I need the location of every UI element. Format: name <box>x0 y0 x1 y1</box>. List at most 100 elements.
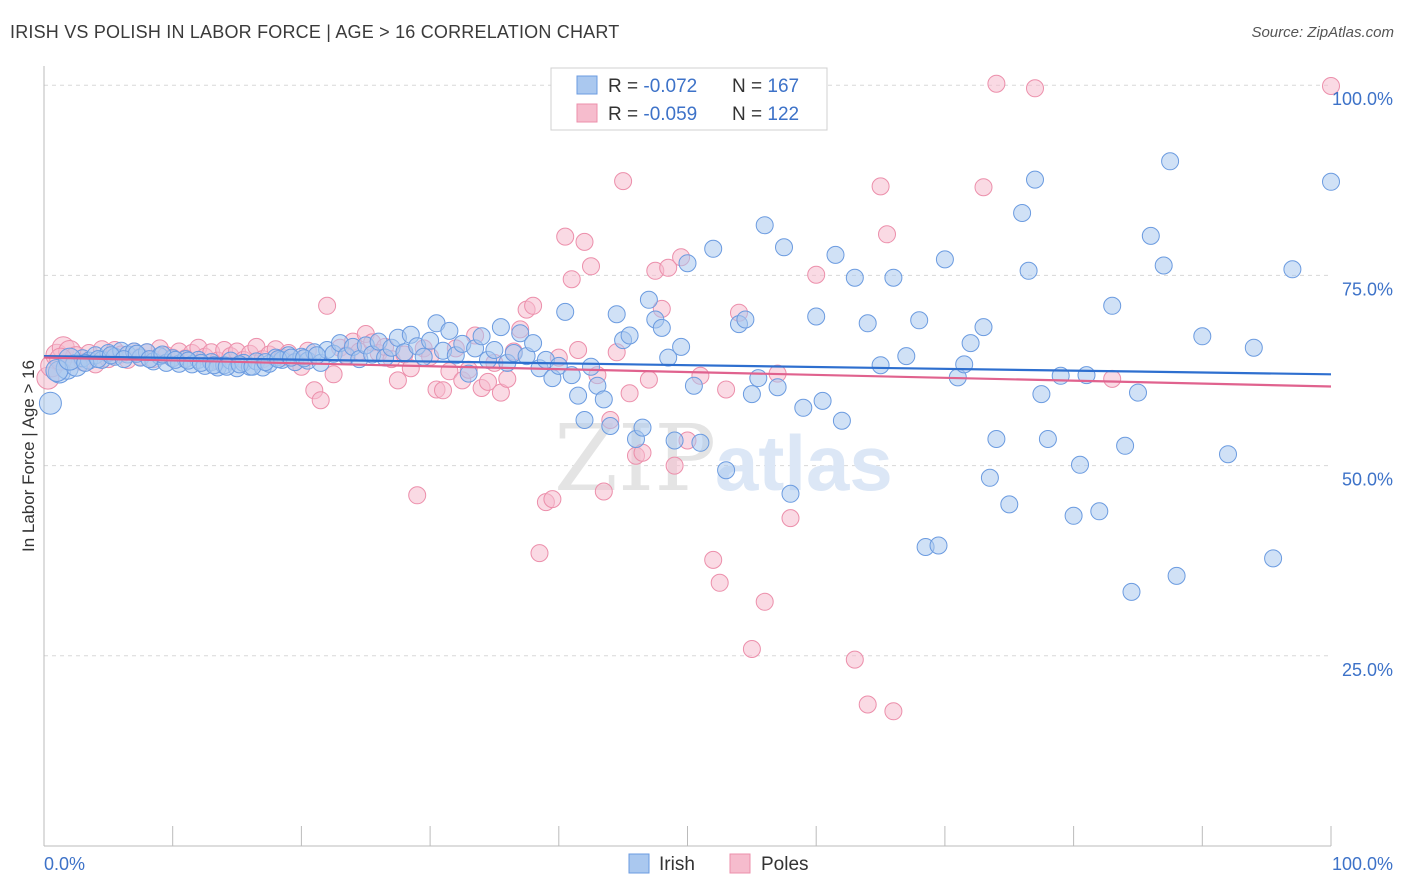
data-point-irish <box>987 430 1006 448</box>
data-point-irish <box>524 334 543 353</box>
data-point-irish <box>472 327 491 346</box>
y-axis-label: In Labor Force | Age > 16 <box>19 360 38 552</box>
data-point-irish <box>639 290 658 309</box>
svg-text:N = 122: N = 122 <box>732 104 799 125</box>
data-point-irish <box>1000 495 1019 514</box>
data-point-irish <box>742 385 761 404</box>
data-point-irish <box>678 254 697 273</box>
data-point-poles <box>524 296 543 315</box>
data-point-irish <box>1244 338 1263 357</box>
data-point-irish <box>755 216 774 235</box>
data-point-poles <box>717 380 736 399</box>
data-point-poles <box>434 381 452 400</box>
trend-line-irish <box>43 354 1332 376</box>
data-point-irish <box>582 357 600 376</box>
data-point-irish <box>511 324 530 343</box>
x-tick-label: 0.0% <box>44 854 85 874</box>
data-point-poles <box>620 384 639 403</box>
legend-swatch-poles <box>576 103 598 123</box>
data-point-irish <box>1122 582 1141 601</box>
data-point-irish <box>1193 327 1212 346</box>
data-point-poles <box>845 650 864 669</box>
series-irish <box>38 152 1340 601</box>
data-point-irish <box>556 302 575 321</box>
data-point-irish <box>1154 256 1173 275</box>
data-point-poles <box>401 359 420 378</box>
data-point-poles <box>974 178 993 197</box>
data-point-irish <box>768 378 787 397</box>
data-point-poles <box>530 544 549 563</box>
data-point-irish <box>562 366 581 385</box>
trend-lines <box>43 354 1332 388</box>
data-point-irish <box>871 356 890 375</box>
chart-title: IRISH VS POLISH IN LABOR FORCE | AGE > 1… <box>10 22 620 42</box>
data-point-irish <box>832 411 851 430</box>
data-point-irish <box>794 398 813 417</box>
data-point-poles <box>575 232 594 251</box>
data-point-irish <box>1013 204 1032 222</box>
data-point-irish <box>826 245 845 264</box>
y-tick-label: 50.0% <box>1342 470 1393 490</box>
data-point-poles <box>408 486 427 505</box>
legend-poles-r-value: -0.059 <box>643 104 697 125</box>
legend-bottom-swatch-poles <box>729 853 751 874</box>
source-label: Source: ZipAtlas.com <box>1251 24 1394 41</box>
data-point-irish <box>307 346 326 365</box>
y-tick-labels: 25.0% 50.0% 75.0% 100.0% <box>1332 89 1393 680</box>
legend-irish-n-value: 167 <box>767 76 799 97</box>
legend-bottom: Irish Poles <box>628 853 809 875</box>
data-point-irish <box>607 305 626 324</box>
data-point-irish <box>929 536 948 555</box>
legend-irish-r-label: R = <box>608 76 643 97</box>
data-point-irish <box>485 341 504 359</box>
data-point-irish <box>459 364 478 383</box>
data-point-poles <box>388 371 407 390</box>
data-point-irish <box>781 484 800 503</box>
legend-poles-r-label: R = <box>608 104 643 125</box>
trend-line-poles <box>43 356 1332 388</box>
data-point-irish <box>884 268 903 287</box>
data-point-irish <box>569 386 588 405</box>
data-point-irish <box>910 311 929 330</box>
data-point-poles <box>710 573 729 592</box>
data-point-poles <box>659 258 678 277</box>
data-point-poles <box>543 490 562 509</box>
data-point-poles <box>311 391 330 410</box>
data-point-irish <box>491 318 510 337</box>
axes <box>43 66 1332 847</box>
data-point-poles <box>884 702 903 721</box>
data-point-irish <box>807 307 826 326</box>
y-tick-label: 100.0% <box>1332 89 1393 109</box>
y-tick-label: 75.0% <box>1342 279 1393 299</box>
data-point-poles <box>755 592 774 611</box>
data-point-poles <box>614 172 633 191</box>
data-point-irish <box>421 331 440 350</box>
data-point-irish <box>1064 506 1083 525</box>
data-point-irish <box>652 318 671 337</box>
data-point-poles <box>871 177 890 196</box>
svg-text:N = 167: N = 167 <box>732 76 799 97</box>
data-point-irish <box>845 268 864 287</box>
data-point-irish <box>897 347 916 366</box>
data-point-irish <box>1161 152 1180 171</box>
legend-poles-n-label: N = <box>732 104 767 125</box>
legend-bottom-swatch-irish <box>628 853 650 874</box>
x-tick-labels: 0.0% 100.0% <box>44 854 1393 874</box>
data-point-irish <box>935 250 954 269</box>
data-point-irish <box>594 390 613 409</box>
legend-irish-n-label: N = <box>732 76 767 97</box>
data-point-poles <box>639 370 658 389</box>
data-point-poles <box>569 341 588 359</box>
data-point-poles <box>807 265 826 284</box>
legend-swatch-irish <box>576 75 598 95</box>
data-point-irish <box>974 318 993 337</box>
svg-text:R = -0.059: R = -0.059 <box>608 104 697 125</box>
data-point-irish <box>684 376 703 395</box>
data-point-irish <box>440 321 459 340</box>
data-point-irish <box>38 391 62 415</box>
legend-poles-n-value: 122 <box>767 104 799 125</box>
data-point-irish <box>575 411 594 429</box>
data-point-poles <box>781 509 800 528</box>
data-point-irish <box>1141 226 1160 245</box>
